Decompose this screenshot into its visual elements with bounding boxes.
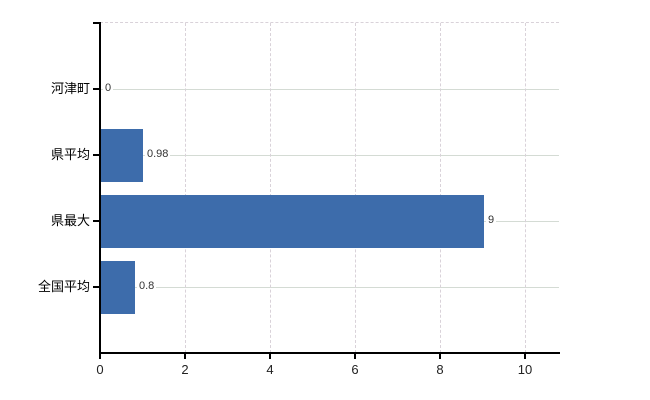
y-tick <box>93 220 100 222</box>
x-tick <box>269 354 271 359</box>
bar <box>101 195 484 248</box>
category-label: 河津町 <box>50 81 90 96</box>
x-tick-label: 2 <box>181 362 189 377</box>
x-tick-label: 6 <box>351 362 359 377</box>
h-gridline <box>100 89 559 90</box>
x-tick <box>439 354 441 359</box>
v-gridline <box>355 23 356 353</box>
y-tick <box>93 88 100 90</box>
x-tick <box>354 354 356 359</box>
v-gridline <box>270 23 271 353</box>
category-label: 県平均 <box>50 147 90 162</box>
y-tick <box>93 22 100 24</box>
h-gridline <box>100 287 559 288</box>
x-axis-line <box>99 352 560 354</box>
bar-value-label: 0.8 <box>137 280 157 293</box>
y-tick <box>93 286 100 288</box>
y-tick <box>93 154 100 156</box>
bar-value-label: 0.98 <box>145 148 171 161</box>
category-label: 全国平均 <box>37 279 90 294</box>
bar <box>101 261 135 314</box>
bar <box>101 129 143 182</box>
h-gridline <box>100 155 559 156</box>
v-gridline <box>440 23 441 353</box>
v-gridline <box>185 23 186 353</box>
bar-value-label: 0 <box>103 82 114 95</box>
x-tick <box>524 354 526 359</box>
y-axis-line <box>99 22 101 354</box>
x-tick-label: 4 <box>266 362 274 377</box>
category-label: 県最大 <box>50 213 90 228</box>
x-tick <box>184 354 186 359</box>
plot-top-border <box>100 22 559 23</box>
v-gridline <box>525 23 526 353</box>
bar-value-label: 9 <box>486 214 497 227</box>
x-tick-label: 0 <box>96 362 104 377</box>
x-tick-label: 10 <box>517 362 533 377</box>
x-tick <box>99 354 101 359</box>
x-tick-label: 8 <box>436 362 444 377</box>
